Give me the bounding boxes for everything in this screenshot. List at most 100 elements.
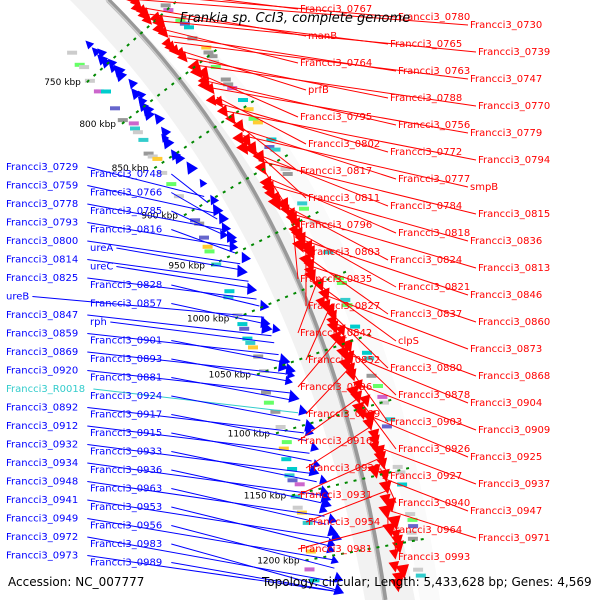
reverse-gene-arrow xyxy=(131,88,143,101)
forward-gene-arrow xyxy=(362,417,374,431)
label-connector xyxy=(199,0,397,18)
feature-box xyxy=(377,394,388,399)
label-connector xyxy=(309,258,389,315)
feature-box xyxy=(187,36,198,41)
label-connector xyxy=(171,192,218,220)
feature-box xyxy=(408,524,419,529)
feature-box xyxy=(245,340,256,345)
gene-label-forward: prfB xyxy=(308,85,329,96)
label-connector xyxy=(297,395,362,442)
label-connector xyxy=(87,185,214,214)
gene-label-reverse: Francci3_0859 xyxy=(6,329,78,340)
gene-label-reverse: Francci3_0989 xyxy=(90,558,162,569)
feature-box xyxy=(407,536,418,541)
label-connector xyxy=(273,185,469,242)
forward-gene-arrow xyxy=(333,335,346,350)
label-connector xyxy=(305,490,386,523)
gene-label-reverse: Francci3_0924 xyxy=(90,391,162,402)
label-connector xyxy=(297,523,393,550)
feature-box xyxy=(190,218,201,223)
left-labels: Francci3_0729 Francci3_0748 Francci3_0759 F… xyxy=(6,162,162,569)
gene-label-reverse: Francci3_0785 xyxy=(90,206,162,217)
reverse-gene-arrow xyxy=(115,69,128,83)
label-connector xyxy=(292,223,299,280)
feature-box xyxy=(263,400,274,405)
tick-mark xyxy=(235,270,347,320)
gene-label-reverse: Francci3_0973 xyxy=(6,551,78,562)
label-connector xyxy=(171,525,335,569)
label-connector xyxy=(87,481,325,517)
reverse-gene-arrow xyxy=(212,203,224,217)
gene-label-reverse: Francci3_0778 xyxy=(6,199,78,210)
gene-label-reverse: Francci3_0857 xyxy=(90,299,162,310)
gene-label-forward: Francci3_0873 xyxy=(470,344,542,355)
label-connector xyxy=(356,383,477,431)
forward-gene-arrow xyxy=(216,104,228,118)
forward-gene-arrow xyxy=(204,82,215,95)
tick-label: 850 kbp xyxy=(112,164,149,174)
feature-box xyxy=(299,206,309,211)
feature-box xyxy=(201,45,212,50)
gene-label-forward: Francci3_0928 xyxy=(308,463,380,474)
reverse-gene-arrow xyxy=(312,459,321,468)
gene-label-forward: Francci3_0767 xyxy=(300,4,372,15)
label-connector xyxy=(87,259,249,282)
feature-box xyxy=(275,425,286,429)
forward-gene-arrow xyxy=(303,245,315,260)
gene-label-forward: Francci3_0817 xyxy=(300,166,372,177)
label-connector xyxy=(300,238,469,296)
label-connector xyxy=(181,50,307,91)
reverse-gene-arrow xyxy=(330,555,339,564)
feature-box xyxy=(224,289,235,294)
label-connector xyxy=(325,294,469,350)
label-connector xyxy=(305,426,371,469)
forward-gene-arrow xyxy=(318,287,330,302)
feature-box xyxy=(143,151,154,156)
gene-label-forward: Francci3_0777 xyxy=(398,174,470,185)
feature-box xyxy=(160,3,171,8)
feature-box xyxy=(379,400,389,405)
tick-label: 1100 kbp xyxy=(228,429,271,439)
gene-label-forward: Francci3_0852 xyxy=(308,355,380,366)
tick-mark xyxy=(305,538,424,562)
gene-label-forward: Francci3_0780 xyxy=(398,12,470,23)
label-connector xyxy=(171,377,295,401)
label-connector xyxy=(249,145,307,199)
feature-box xyxy=(208,59,219,64)
label-connector xyxy=(209,87,469,134)
reverse-gene-arrow xyxy=(199,178,208,188)
gene-label-reverse: Francci3_0766 xyxy=(90,188,162,199)
gene-label-reverse: Francci3_0825 xyxy=(6,273,78,284)
forward-gene-arrow xyxy=(367,464,381,479)
feature-box xyxy=(405,512,416,517)
forward-gene-arrow xyxy=(340,338,353,353)
gene-label-forward: Francci3_0836 xyxy=(470,236,542,247)
kbp-ticks: 750 kbp 800 kbp 850 kbp 900 kbp 950 kbp 1000 … xyxy=(44,0,424,566)
reverse-gene-arrow xyxy=(210,194,220,206)
tick-mark xyxy=(121,49,218,125)
reverse-gene-arrow xyxy=(174,152,186,165)
gene-label-forward: Francci3_0954 xyxy=(308,517,380,528)
forward-gene-arrow xyxy=(243,141,257,157)
gene-label-forward: Francci3_0794 xyxy=(478,155,550,166)
gene-label-forward: Francci3_0925 xyxy=(470,452,542,463)
feature-box xyxy=(184,25,194,30)
feature-box xyxy=(166,182,177,187)
feature-box xyxy=(237,322,248,327)
tick-mark xyxy=(86,0,177,83)
gene-label-forward: Francci3_0846 xyxy=(470,290,542,301)
feature-box xyxy=(397,482,408,487)
gene-label-reverse: Francci3_0920 xyxy=(6,366,78,377)
gene-label-forward: Francci3_0802 xyxy=(308,139,380,150)
gene-label-forward: Francci3_0889 xyxy=(308,409,380,420)
reverse-gene-arrow xyxy=(143,108,155,121)
gene-label-reverse: Francci3_0881 xyxy=(90,373,162,384)
label-connector xyxy=(192,64,477,107)
left-label-lines xyxy=(32,166,339,593)
label-connector xyxy=(199,73,299,118)
label-connector xyxy=(87,462,320,496)
reverse-gene-arrow xyxy=(298,404,309,416)
label-connector xyxy=(116,247,244,271)
gene-label-forward: Francci3_0747 xyxy=(470,74,542,85)
gene-label-forward: Francci3_0818 xyxy=(398,228,470,239)
